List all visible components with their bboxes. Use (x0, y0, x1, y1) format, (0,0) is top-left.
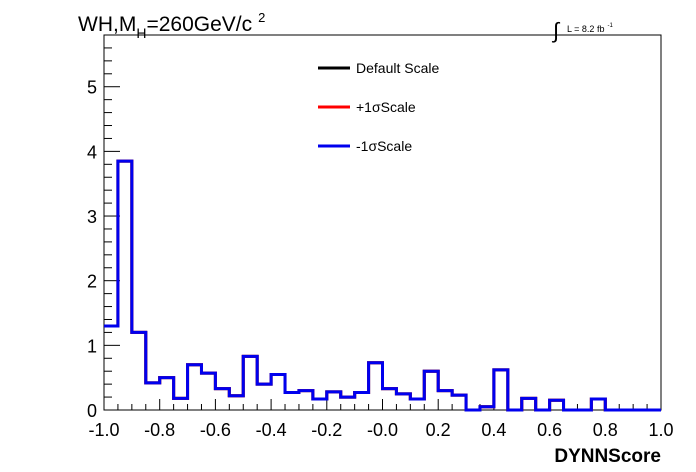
x-tick-label: 0.8 (593, 420, 618, 440)
legend: Default Scale +1σScale -1σScale (318, 60, 439, 154)
plot-frame (103, 34, 662, 411)
x-tick-label: -0.6 (200, 420, 231, 440)
luminosity-label: ∫ L = 8.2 fb -1 (551, 18, 613, 43)
legend-entry: -1σScale (356, 138, 412, 154)
y-tick-label: 4 (87, 142, 97, 162)
x-tick-label: 0.4 (481, 420, 506, 440)
y-tick-label: 2 (87, 272, 97, 292)
x-axis: -1.0 -0.8 -0.6 -0.4 -0.2 -0.0 0.2 0.4 0.6 0.8 1.0 (88, 399, 674, 440)
y-tick-label: 0 (87, 401, 97, 421)
x-tick-label: 0.2 (426, 420, 451, 440)
y-tick-label: 3 (87, 207, 97, 227)
x-tick-label: -0.0 (367, 420, 398, 440)
x-tick-label: -1.0 (88, 420, 119, 440)
legend-entry: +1σScale (356, 99, 416, 115)
x-tick-label: -0.8 (144, 420, 175, 440)
y-axis: 0 1 2 3 4 5 (87, 34, 120, 421)
x-axis-label: DYNNScore (554, 446, 661, 467)
x-tick-label: -0.4 (256, 420, 287, 440)
lumi-text: L = 8.2 fb -1 (567, 23, 613, 34)
integral-sign: ∫ (551, 18, 561, 43)
x-tick-label: -0.2 (311, 420, 342, 440)
chart-title: WH,MH=260GeV/c 2 (78, 10, 265, 41)
y-tick-label: 5 (87, 78, 97, 98)
series-line-2 (104, 159, 661, 412)
x-tick-label: 0.6 (537, 420, 562, 440)
legend-entry: Default Scale (356, 60, 439, 76)
x-tick-label: 1.0 (648, 420, 673, 440)
y-tick-label: 1 (87, 336, 97, 356)
series-group (104, 159, 661, 412)
